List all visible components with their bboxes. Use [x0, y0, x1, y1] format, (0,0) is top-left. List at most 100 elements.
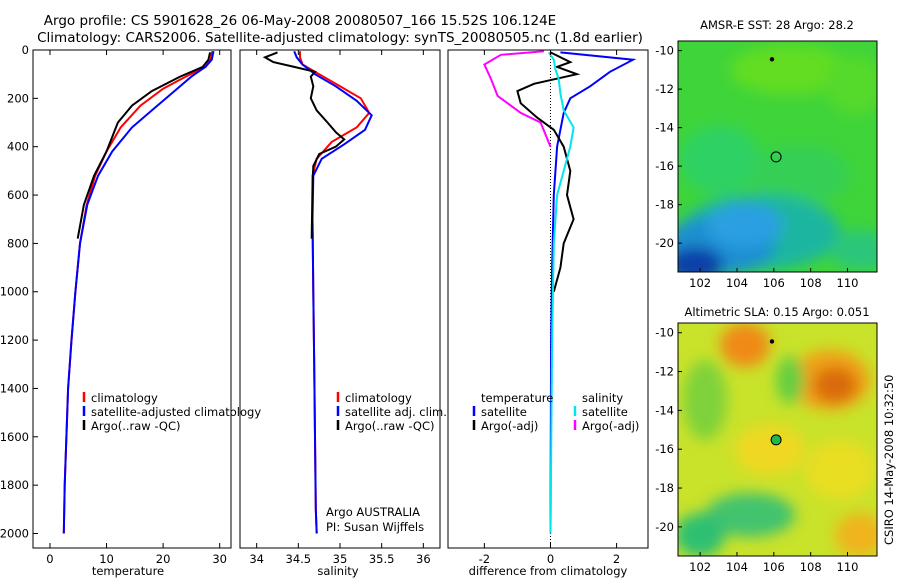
sst-map-yticks: -10 -12 -14 -16 -18 -20 — [655, 44, 682, 250]
legend-label-sal-climatology: climatology — [345, 391, 412, 405]
temperature-legend: climatology satellite-adjusted climatolo… — [82, 391, 261, 433]
salinity-panel: 34 34.5 35 35.5 36 salinity climatology sate… — [239, 49, 447, 578]
sla-field — [678, 323, 877, 556]
difference-panel: -2 0 2 difference from climatology tempera… — [447, 49, 649, 578]
legend-title-temperature: temperature — [481, 391, 553, 405]
legend-title-salinity: salinity — [582, 391, 623, 405]
salinity-xtick-label: 35.5 — [369, 552, 395, 566]
difference-series-1 — [516, 51, 581, 292]
sst-map-ytick-label: -20 — [655, 236, 674, 250]
sla-map-xticks: 102 104 106 108 110 — [689, 552, 858, 574]
temperature-xticks: 0 10 20 30 — [46, 50, 227, 566]
sst-map-ytick-label: -18 — [655, 198, 674, 212]
difference-frame — [447, 49, 649, 549]
sst-map-ytick-label: -16 — [655, 159, 674, 173]
sla-map-xtick-label: 106 — [763, 560, 785, 574]
temperature-xtick-label: 0 — [46, 552, 53, 566]
sst-map-argo-marker — [770, 151, 782, 163]
sla-map-xtick-label: 102 — [689, 560, 711, 574]
legend-label-diff-sal-satellite: satellite — [582, 405, 628, 419]
sla-map-frame — [677, 322, 878, 557]
sla-map-markers — [769, 339, 782, 446]
sst-map-small-marker — [769, 57, 775, 62]
sst-map-markers — [769, 57, 782, 163]
sst-map-xtick-label: 106 — [763, 276, 785, 290]
salinity-xtick-label: 36 — [416, 552, 431, 566]
temperature-ytick-label: 1200 — [0, 333, 29, 347]
sla-map-ytick-label: -16 — [655, 442, 674, 456]
footer-stamp: CSIRO 14-May-2008 10:32:50 — [882, 375, 896, 546]
sst-map-xtick-label: 110 — [837, 276, 859, 290]
legend-label-sal-argo: Argo(..raw -QC) — [345, 419, 435, 433]
temperature-xtick-label: 30 — [212, 552, 227, 566]
sla-map-ytick-label: -20 — [655, 520, 674, 534]
sst-map-xticks: 102 104 106 108 110 — [689, 268, 858, 290]
salinity-annotation-line-2: PI: Susan Wijffels — [326, 520, 424, 534]
temperature-ytick-label: 400 — [7, 140, 29, 154]
sst-map-ytick-label: -12 — [655, 82, 674, 96]
legend-label-diff-temp-satellite: satellite — [481, 405, 527, 419]
salinity-series-2 — [262, 51, 346, 239]
difference-series-0 — [549, 51, 637, 534]
temperature-ytick-label: 2000 — [0, 526, 29, 540]
sla-map-yticks: -10 -12 -14 -16 -18 -20 — [655, 326, 682, 534]
legend-label-satellite-adjusted: satellite-adjusted climatology — [91, 405, 261, 419]
salinity-frame — [239, 49, 441, 549]
legend-label-argo: Argo(..raw -QC) — [91, 419, 181, 433]
sla-map-title: Altimetric SLA: 0.15 Argo: 0.051 — [684, 305, 869, 319]
salinity-plot — [262, 50, 373, 534]
difference-series-3 — [483, 50, 552, 148]
salinity-xtick-label: 34.5 — [286, 552, 312, 566]
temperature-series-1 — [62, 51, 215, 534]
sla-map-ytick-label: -10 — [655, 326, 674, 340]
sla-map-ytick-label: -18 — [655, 481, 674, 495]
sla-map-panel: Altimetric SLA: 0.15 Argo: 0.051 -10-12-… — [655, 305, 878, 574]
sst-map-title: AMSR-E SST: 28 Argo: 28.2 — [700, 18, 854, 32]
sla-map-xtick-label: 110 — [837, 560, 859, 574]
temperature-panel: 0 200 400 600 800 1000 1200 1400 1600 1800 2000 0 1… — [0, 43, 261, 578]
difference-plot — [483, 50, 637, 534]
sla-map-ytick-label: -14 — [655, 403, 674, 417]
temperature-ytick-label: 600 — [7, 188, 29, 202]
sst-field — [678, 41, 877, 272]
sla-map-argo-marker — [770, 434, 782, 446]
header-line-2: Climatology: CARS2006. Satellite-adjuste… — [37, 30, 643, 46]
temperature-ytick-label: 1400 — [0, 381, 29, 395]
sst-map-xtick-label: 102 — [689, 276, 711, 290]
sla-map-xtick-label: 104 — [726, 560, 748, 574]
temperature-frame — [32, 49, 232, 549]
temperature-series-0 — [62, 51, 214, 534]
temperature-xlabel: temperature — [92, 564, 164, 578]
salinity-xtick-label: 34 — [249, 552, 264, 566]
legend-label-diff-sal-argo: Argo(-adj) — [582, 419, 639, 433]
sst-map-xtick-label: 104 — [726, 276, 748, 290]
salinity-xticks: 34 34.5 35 35.5 36 — [249, 50, 431, 566]
difference-xlabel: difference from climatology — [469, 564, 628, 578]
salinity-annotation-line-1: Argo AUSTRALIA — [326, 505, 420, 519]
sst-map-ytick-label: -14 — [655, 121, 674, 135]
difference-xtick-label: 2 — [613, 552, 620, 566]
legend-label-sal-satellite: satellite adj. clim. — [345, 405, 447, 419]
difference-xtick-label: -2 — [479, 552, 490, 566]
temperature-plot — [62, 51, 215, 534]
sst-map-ytick-label: -10 — [655, 44, 674, 58]
difference-xtick-label: 0 — [547, 552, 554, 566]
salinity-xtick-label: 35 — [333, 552, 348, 566]
salinity-xlabel: salinity — [317, 564, 358, 578]
header-line-1: Argo profile: CS 5901628_26 06-May-2008 … — [44, 13, 556, 29]
difference-legend: temperature satellite Argo(-adj) salinit… — [472, 391, 639, 433]
temperature-ytick-label: 200 — [7, 91, 29, 105]
sst-map-panel: AMSR-E SST: 28 Argo: 28.2 -10-12-14-16-1… — [655, 18, 878, 290]
temperature-xtick-label: 10 — [99, 552, 114, 566]
sst-map-frame — [677, 40, 878, 273]
temperature-ytick-label: 1800 — [0, 478, 29, 492]
temperature-ytick-label: 0 — [22, 43, 29, 57]
sla-map-small-marker — [769, 339, 775, 344]
temperature-xtick-label: 20 — [156, 552, 171, 566]
temperature-ytick-label: 800 — [7, 236, 29, 250]
difference-xticks: -2 0 2 — [479, 50, 620, 566]
legend-label-diff-temp-argo: Argo(-adj) — [481, 419, 538, 433]
sst-map-xtick-label: 108 — [800, 276, 822, 290]
sla-map-xtick-label: 108 — [800, 560, 822, 574]
